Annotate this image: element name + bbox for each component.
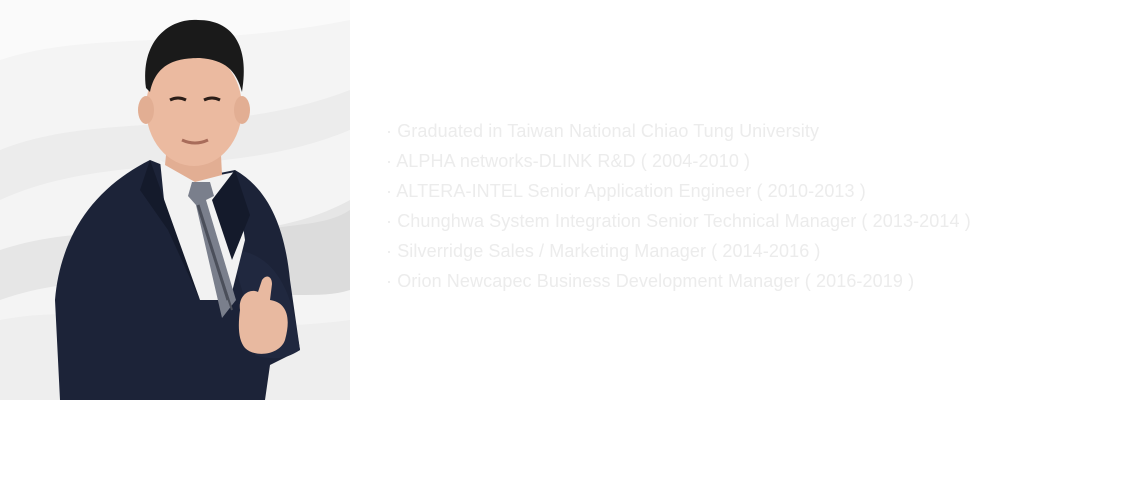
bio-item: · Chunghwa System Integration Senior Tec… — [386, 211, 971, 231]
bio-item: · Graduated in Taiwan National Chiao Tun… — [386, 121, 820, 141]
person-portrait-icon — [0, 0, 350, 400]
bio-list: · Graduated in Taiwan National Chiao Tun… — [386, 116, 971, 296]
bio-item: · Silverridge Sales / Marketing Manager … — [386, 241, 821, 261]
portrait-photo — [0, 0, 350, 400]
bio-item: · ALTERA-INTEL Senior Application Engine… — [386, 181, 866, 201]
bio-item: · ALPHA networks-DLINK R&D ( 2004-2010 ) — [386, 151, 751, 171]
bio-item: · Orion Newcapec Business Development Ma… — [386, 271, 915, 291]
